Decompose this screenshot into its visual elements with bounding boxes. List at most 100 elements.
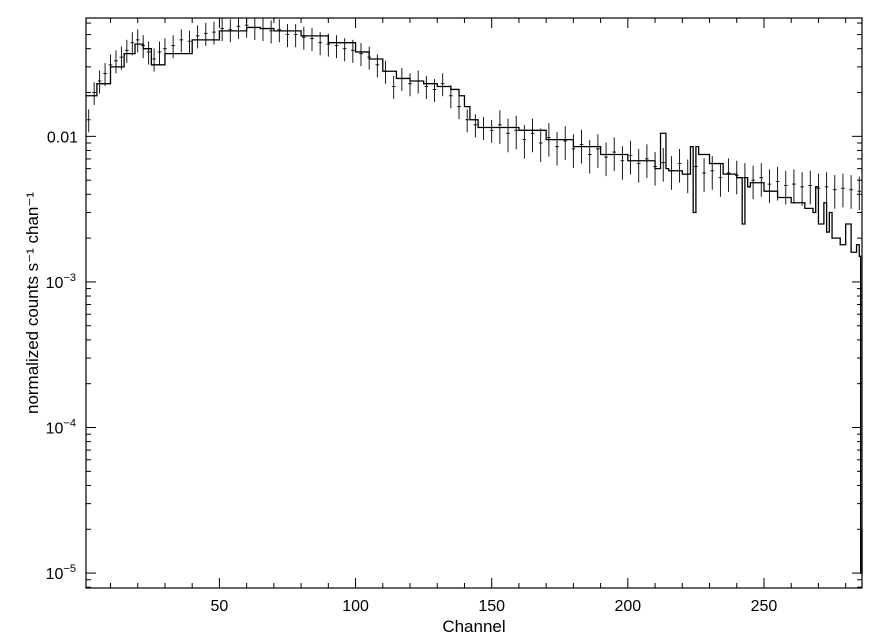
data-point [302,26,306,50]
data-point [310,28,314,52]
x-tick-label: 200 [614,598,641,615]
data-point [408,73,412,97]
data-point [253,18,257,40]
data-point [424,76,429,100]
data-point [489,119,494,143]
data-point [375,54,380,78]
data-point [734,160,739,195]
data-point [816,173,821,208]
data-point [661,148,666,182]
data-point [179,29,184,53]
data-point [334,35,339,59]
data-point [685,159,690,194]
data-point [125,39,129,63]
y-tick-label: 10−5 [46,563,76,583]
data-point [195,25,200,49]
data-point [244,18,249,38]
data-point [146,41,151,65]
data-point [596,134,600,168]
data-point [152,48,156,72]
data-point [473,114,478,138]
data-point [416,70,420,94]
data-point [212,21,216,45]
data-point [759,163,764,197]
data-point [157,41,162,65]
x-tick-label: 150 [478,598,505,615]
data-point [367,46,371,70]
data-point [792,169,796,204]
data-point [171,35,175,59]
data-point [514,115,519,150]
data-point [92,82,96,106]
y-tick-base: 10 [46,566,64,583]
data-point [400,67,404,91]
data-point [103,63,107,87]
data-point [522,124,527,159]
data-point [710,156,715,190]
data-point [506,118,510,153]
data-point [783,170,788,205]
y-tick-base: 10 [46,275,64,292]
data-point [261,18,265,42]
data-point [743,163,747,197]
data-point [669,156,674,190]
data-point [326,33,331,57]
data-point [432,78,437,102]
data-point [440,73,445,97]
data-point [628,140,633,175]
data-point [114,50,118,74]
data-point [119,46,124,70]
data-point [108,54,113,78]
data-point [141,35,145,59]
data-point [587,139,592,174]
y-tick-label: 10−4 [46,418,76,438]
x-tick-labels: 50 100 150 200 250 [211,598,778,615]
x-tick-label: 50 [211,598,229,615]
y-tick-exponent: −3 [63,272,76,284]
data-point [694,151,698,186]
data-point [612,137,617,172]
data-point [97,70,102,94]
data-point [457,96,461,120]
data-point [620,146,625,180]
data-point [726,158,731,193]
data-point [547,123,551,157]
y-tick-labels: 10−510−410−30.01 [46,129,78,583]
data-point [351,39,355,63]
data-point [277,19,282,43]
data-point [135,29,140,53]
data-point [563,126,568,160]
y-axis-label: normalized counts s⁻¹ chan⁻¹ [23,192,42,414]
data-point [824,172,829,206]
x-tick-label: 250 [751,598,778,615]
data-point [571,134,576,168]
data-point [228,19,233,43]
data-point [391,76,396,100]
model-curve [86,26,863,574]
data-point [481,117,486,141]
data-point [767,169,772,204]
data-point [645,144,649,178]
axis-ticks [86,18,862,588]
series-group [86,18,863,574]
y-tick-label: 10−3 [46,272,76,292]
data-point [636,148,641,183]
data-point [718,163,723,197]
data-point [808,170,813,205]
data-point [841,173,845,208]
data-point [702,158,706,193]
y-tick-base: 10 [46,421,64,438]
data-point [163,38,167,62]
data-point [832,175,837,209]
data-point [775,166,780,201]
data-point [751,165,755,200]
data-point [383,60,388,84]
data-point [653,151,657,186]
y-tick-exponent: −5 [63,563,76,575]
data-point [530,118,535,153]
data-point [236,18,241,39]
y-tick-label: 0.01 [47,129,78,146]
x-axis-label: Channel [442,617,505,636]
data-point [204,22,208,46]
